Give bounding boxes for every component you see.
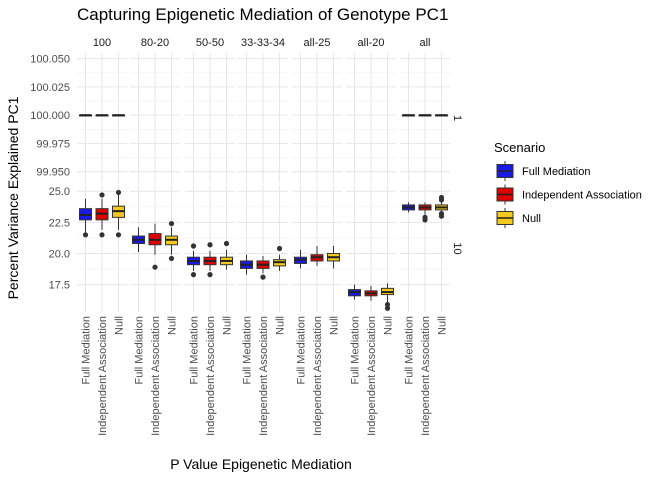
strip-label-all-20: all-20 xyxy=(358,37,385,49)
x-tick-label: Full Mediation xyxy=(189,316,201,384)
y-tick-label: 99.950 xyxy=(36,167,70,179)
outlier-point xyxy=(276,245,283,252)
legend-item-1: Independent Association xyxy=(496,184,642,205)
x-tick-label: Independent Association xyxy=(312,316,324,436)
y-tick-label: 100.025 xyxy=(30,82,70,94)
x-tick-label: Null xyxy=(222,316,234,335)
box-80-20-10-2 xyxy=(165,220,178,262)
box-50-50-10-2 xyxy=(220,240,233,270)
outlier-point xyxy=(99,192,105,198)
outlier-point xyxy=(99,232,105,238)
outlier-point xyxy=(438,194,445,201)
box-100-1-2 xyxy=(112,114,125,117)
y-tick-label: 25.0 xyxy=(49,186,70,198)
x-tick-label: Independent Association xyxy=(420,316,432,436)
outlier-point xyxy=(260,274,266,280)
y-tick-label: 100.050 xyxy=(30,54,70,66)
outlier-point xyxy=(190,272,197,278)
x-tick-label: Independent Association xyxy=(205,316,217,436)
legend-label: Independent Association xyxy=(522,190,642,202)
x-tick-label: Full Mediation xyxy=(350,316,362,384)
x-tick-label: Independent Association xyxy=(150,316,162,436)
outlier-point xyxy=(152,264,158,270)
outlier-point xyxy=(207,242,213,248)
box-all-1-1 xyxy=(418,114,432,117)
legend-label: Full Mediation xyxy=(522,166,590,178)
legend-item-2: Null xyxy=(496,208,541,228)
outlier-point xyxy=(115,232,122,238)
outlier-point xyxy=(223,240,230,247)
strip-label-50-50: 50-50 xyxy=(196,37,224,49)
outlier-point xyxy=(190,243,197,249)
x-tick-label: Independent Association xyxy=(97,316,109,436)
row-strip-label-10: 10 xyxy=(451,242,463,254)
y-tick-label: 20.0 xyxy=(49,248,70,260)
x-tick-label: Independent Association xyxy=(366,316,378,436)
chart-title: Capturing Epigenetic Mediation of Genoty… xyxy=(77,5,448,24)
box-33-33-34-10-1 xyxy=(256,255,270,280)
x-tick-label: Null xyxy=(167,316,179,335)
x-tick-label: Null xyxy=(275,316,287,335)
box-all-10-2 xyxy=(435,194,448,219)
outlier-point xyxy=(384,301,391,308)
box-all-1-2 xyxy=(435,114,448,117)
outlier-point xyxy=(168,220,175,227)
box-all-25-10-1 xyxy=(310,246,324,266)
legend-label: Null xyxy=(522,213,541,225)
row-strip-label-1: 1 xyxy=(451,115,463,121)
strip-label-33-33-34: 33-33-34 xyxy=(241,37,285,49)
box-80-20-10-1 xyxy=(148,223,162,270)
x-tick-label: Null xyxy=(329,316,341,335)
box-33-33-34-10-2 xyxy=(273,245,286,271)
x-tick-label: Full Mediation xyxy=(81,316,93,384)
x-axis-title: P Value Epigenetic Mediation xyxy=(170,456,352,472)
x-tick-label: Null xyxy=(437,316,449,335)
y-tick-label: 100.000 xyxy=(30,110,70,122)
box-all-10-1 xyxy=(418,202,432,223)
outlier-point xyxy=(384,305,391,311)
x-tick-label: Null xyxy=(114,316,126,335)
outlier-point xyxy=(438,211,445,217)
box-50-50-10-0 xyxy=(187,243,200,278)
legend: Scenario Full Mediation Independent Associ… xyxy=(494,140,642,228)
legend-title: Scenario xyxy=(494,140,545,155)
x-tick-label: Full Mediation xyxy=(404,316,416,384)
y-tick-label: 22.5 xyxy=(49,217,70,229)
box-100-1-1 xyxy=(95,114,109,117)
box-all-20-10-0 xyxy=(348,284,361,300)
y-tick-label: 99.975 xyxy=(36,138,70,150)
box-100-10-1 xyxy=(95,192,109,238)
box-all-1-0 xyxy=(402,114,415,117)
outlier-point xyxy=(115,189,122,196)
outlier-point xyxy=(422,214,428,220)
plot-area: 100 80-20 50-50 33-33-34 all-25 all-20 all 99.9… xyxy=(30,37,463,436)
box-100-1-0 xyxy=(79,114,92,117)
strip-label-100: 100 xyxy=(93,37,111,49)
outlier-point xyxy=(82,232,89,238)
box-100-10-2 xyxy=(112,189,125,238)
box-33-33-34-10-0 xyxy=(240,254,253,275)
x-tick-label: Full Mediation xyxy=(134,316,146,384)
y-tick-label: 17.5 xyxy=(49,280,70,292)
strip-label-all: all xyxy=(419,37,430,49)
box-80-20-10-0 xyxy=(132,227,145,253)
outlier-point xyxy=(168,255,175,262)
box-100-10-0 xyxy=(79,198,92,238)
x-tick-label: Independent Association xyxy=(258,316,270,436)
legend-item-0: Full Mediation xyxy=(496,161,590,181)
strip-label-all-25: all-25 xyxy=(304,37,331,49)
x-tick-label: Full Mediation xyxy=(296,316,308,384)
box-all-20-10-2 xyxy=(381,283,394,311)
box-all-20-10-1 xyxy=(364,285,378,301)
outlier-point xyxy=(207,272,213,278)
box-all-25-10-2 xyxy=(327,246,340,269)
strip-label-80-20: 80-20 xyxy=(141,37,169,49)
y-axis-title: Percent Variance Explained PC1 xyxy=(5,96,21,299)
x-tick-label: Full Mediation xyxy=(242,316,254,384)
box-50-50-10-1 xyxy=(203,242,217,278)
x-tick-label: Null xyxy=(383,316,395,335)
box-all-10-0 xyxy=(402,202,415,213)
box-all-25-10-0 xyxy=(294,249,307,269)
